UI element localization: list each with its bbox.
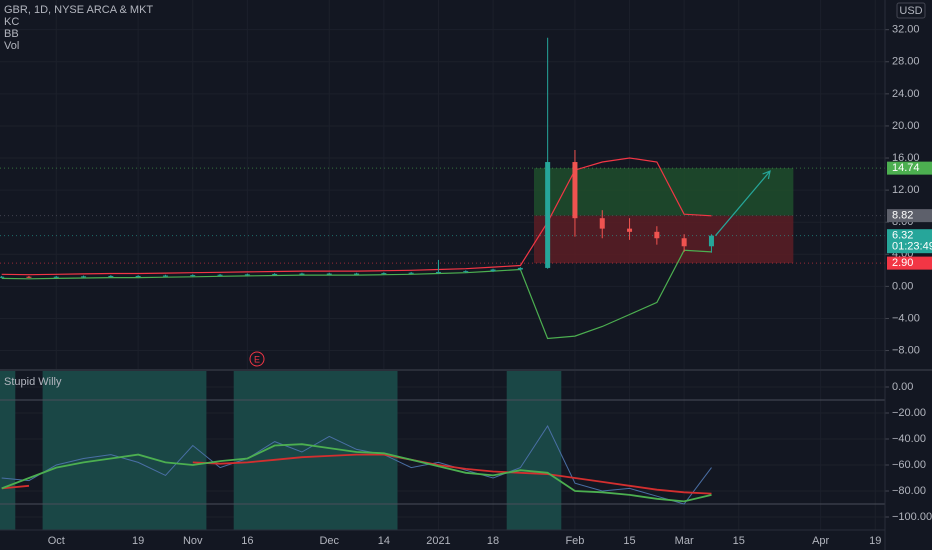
x-tick-label: 19 bbox=[132, 535, 144, 547]
x-tick-label: 14 bbox=[378, 535, 390, 547]
signal-zone bbox=[506, 371, 562, 530]
candle-body bbox=[681, 238, 687, 247]
indicator-label[interactable]: Vol bbox=[4, 40, 19, 52]
y-tick-label: 32.00 bbox=[892, 24, 920, 36]
candle-body bbox=[572, 162, 578, 219]
y-tick-label: 20.00 bbox=[892, 120, 920, 132]
candle-body bbox=[272, 273, 278, 275]
x-tick-label: 19 bbox=[869, 535, 881, 547]
candle-body bbox=[408, 272, 414, 274]
channel-line bbox=[1, 249, 712, 340]
candle-body bbox=[599, 218, 605, 229]
x-tick-label: Feb bbox=[565, 535, 584, 547]
indicator-title[interactable]: Stupid Willy bbox=[4, 376, 62, 388]
channel-line bbox=[1, 157, 712, 276]
indicator-line bbox=[1, 453, 712, 495]
price-marker bbox=[887, 256, 932, 270]
signal-zone bbox=[233, 371, 398, 530]
price-marker-label: 2.90 bbox=[892, 257, 913, 269]
earnings-marker[interactable] bbox=[249, 351, 265, 367]
indicator-line bbox=[1, 443, 712, 503]
x-tick-label: Oct bbox=[48, 535, 65, 547]
currency[interactable]: USD bbox=[899, 5, 922, 17]
x-tick-label: 16 bbox=[241, 535, 253, 547]
candle-body bbox=[217, 274, 223, 276]
candle-body bbox=[0, 276, 5, 278]
candle-body bbox=[26, 276, 32, 278]
x-tick-label: Dec bbox=[319, 535, 339, 547]
candle-body bbox=[354, 273, 360, 275]
symbol-title[interactable]: GBR, 1D, NYSE ARCA & MKT bbox=[4, 4, 153, 16]
candle-body bbox=[81, 276, 87, 278]
x-tick-label: Nov bbox=[183, 535, 203, 547]
y-tick-label: 0.00 bbox=[892, 280, 913, 292]
earnings-label[interactable]: E bbox=[254, 354, 260, 364]
mid-layer bbox=[0, 37, 714, 505]
x-tick-label: 15 bbox=[733, 535, 745, 547]
candle-body bbox=[517, 267, 523, 270]
signal-zone bbox=[42, 371, 207, 530]
candle-body bbox=[381, 273, 387, 275]
candle-body bbox=[299, 273, 305, 275]
candle-body bbox=[135, 275, 141, 277]
candle-body bbox=[162, 275, 168, 277]
indicator-label[interactable]: KC bbox=[4, 16, 19, 28]
price-marker-label: 8.82 bbox=[892, 210, 913, 222]
projection-arrow bbox=[714, 170, 771, 237]
signal-zone bbox=[0, 371, 16, 530]
price-marker-label: 6.32 bbox=[892, 230, 913, 242]
y-tick-label: −60.00 bbox=[892, 459, 926, 471]
candle-body bbox=[463, 271, 469, 273]
candle-body bbox=[627, 228, 633, 232]
y-tick-label: −20.00 bbox=[892, 407, 926, 419]
candle-body bbox=[108, 275, 114, 277]
currency-box[interactable] bbox=[896, 2, 926, 19]
y-tick-label: −8.00 bbox=[892, 344, 920, 356]
y-tick-label: −4.00 bbox=[892, 312, 920, 324]
x-tick-label: 15 bbox=[623, 535, 635, 547]
y-tick-label: 16.00 bbox=[892, 152, 920, 164]
y-tick-label: 28.00 bbox=[892, 56, 920, 68]
arrow-head bbox=[762, 170, 771, 180]
x-tick-label: Apr bbox=[812, 535, 829, 547]
indicator-label[interactable]: BB bbox=[4, 28, 19, 40]
price-marker bbox=[887, 209, 932, 223]
front-layer: Oct 19 Nov 16 Dec 14 2021 18 Feb 15 Mar 15 Apr 19 32.0… bbox=[48, 24, 932, 547]
x-tick-label: Mar bbox=[675, 535, 694, 547]
y-tick-label: −100.00 bbox=[892, 511, 932, 523]
countdown-label: 01:23:49 bbox=[892, 241, 932, 253]
stop-zone bbox=[534, 215, 794, 264]
candle-body bbox=[190, 275, 196, 277]
back-layer bbox=[0, 167, 885, 530]
candle-body bbox=[545, 162, 551, 268]
price-marker bbox=[887, 229, 932, 254]
x-tick-label: 18 bbox=[487, 535, 499, 547]
candle-body bbox=[53, 276, 59, 278]
x-tick-label: 2021 bbox=[426, 535, 450, 547]
price-marker-label: 14.74 bbox=[892, 162, 920, 174]
candle-body bbox=[435, 271, 441, 273]
y-tick-label: 12.00 bbox=[892, 184, 920, 196]
candle-body bbox=[708, 235, 714, 247]
candle-body bbox=[244, 274, 250, 276]
candle-body bbox=[654, 231, 660, 239]
candle-body bbox=[326, 273, 332, 275]
y-tick-label: 0.00 bbox=[892, 381, 913, 393]
y-tick-label: 24.00 bbox=[892, 88, 920, 100]
y-tick-label: −40.00 bbox=[892, 433, 926, 445]
candle-body bbox=[490, 269, 496, 272]
y-tick-label: −80.00 bbox=[892, 485, 926, 497]
price-marker bbox=[887, 161, 932, 175]
